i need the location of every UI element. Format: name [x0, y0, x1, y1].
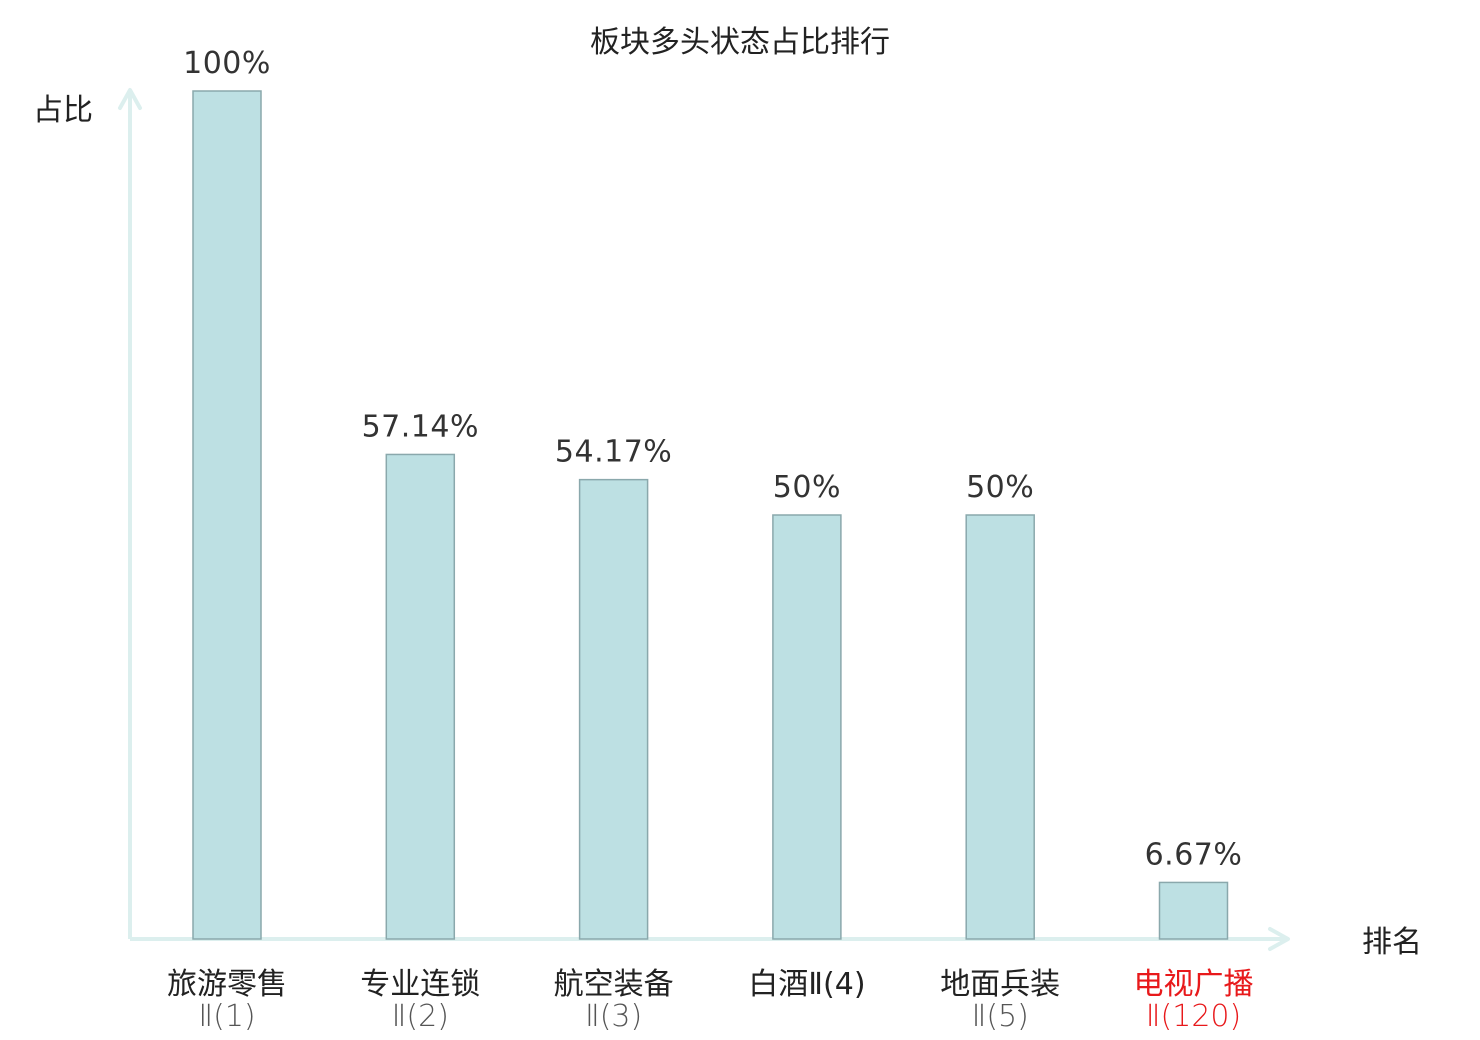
x-tick-label: 旅游零售: [167, 967, 287, 1002]
bar: [192, 90, 262, 940]
data-label: 50%: [773, 470, 841, 505]
data-label: 54.17%: [555, 435, 672, 470]
bar: [385, 453, 456, 940]
x-tick-sublabel: Ⅱ(1): [198, 999, 255, 1034]
bars-group: [192, 90, 1229, 940]
x-tick-label: 电视广播: [1134, 967, 1254, 1002]
x-tick-sublabel: Ⅱ(2): [392, 999, 449, 1034]
bar: [1158, 881, 1229, 940]
axes: [118, 88, 1290, 951]
bar: [578, 478, 649, 940]
x-tick-label: 地面兵装: [940, 967, 1060, 1002]
data-label: 50%: [966, 470, 1034, 505]
x-tick-sublabel: Ⅱ(5): [972, 999, 1029, 1034]
data-label: 57.14%: [362, 409, 479, 444]
x-tick-sublabel: Ⅱ(120): [1146, 999, 1241, 1034]
y-axis-label: 占比: [33, 93, 93, 128]
x-tick-label: 航空装备: [554, 967, 674, 1002]
bar: [772, 514, 842, 940]
chart-title: 板块多头状态占比排行: [590, 25, 890, 60]
x-axis-label: 排名: [1362, 925, 1422, 960]
x-tick-label: 白酒Ⅱ(4): [748, 967, 865, 1002]
data-label: 6.67%: [1145, 837, 1243, 872]
x-tick-label: 专业连锁: [360, 967, 480, 1002]
bar: [965, 514, 1035, 940]
data-label: 100%: [183, 46, 271, 81]
y-axis-arrow: [118, 88, 142, 110]
x-axis-arrow: [1268, 927, 1290, 951]
x-tick-sublabel: Ⅱ(3): [585, 999, 642, 1034]
